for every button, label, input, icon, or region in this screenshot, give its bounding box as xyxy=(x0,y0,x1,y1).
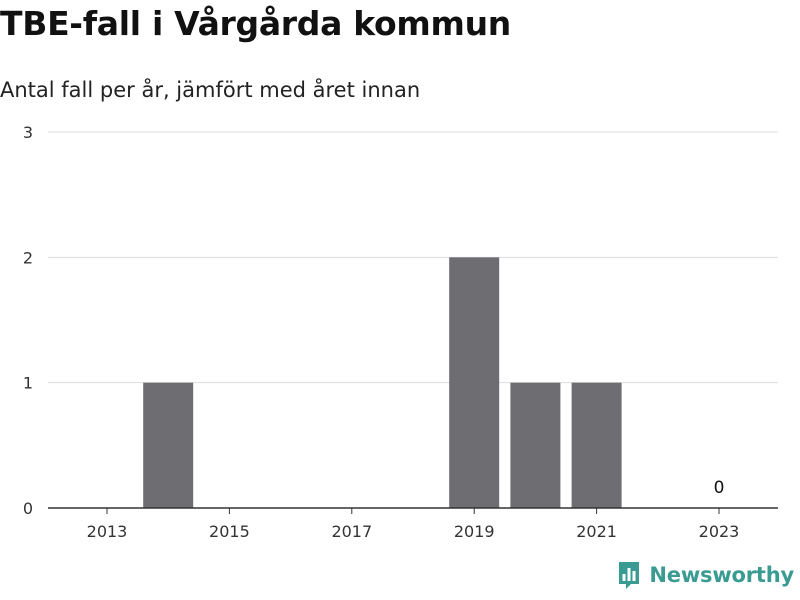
y-tick-label: 2 xyxy=(23,248,33,267)
x-tick-label: 2013 xyxy=(87,522,128,541)
tick-labels: 0 1 2 3 2013 2015 2017 2019 2021 2023 0 xyxy=(23,123,740,541)
y-tick-label: 1 xyxy=(23,374,33,393)
y-tick-label: 3 xyxy=(23,123,33,142)
bar-2019 xyxy=(449,257,500,508)
newsworthy-logo: Newsworthy xyxy=(617,560,794,590)
y-tick-label: 0 xyxy=(23,499,33,518)
bar-2014 xyxy=(143,382,194,508)
bars xyxy=(143,257,622,508)
chart-subtitle: Antal fall per år, jämfört med året inna… xyxy=(0,78,421,102)
data-label-2023: 0 xyxy=(714,478,725,498)
chart-title: TBE-fall i Vårgårda kommun xyxy=(0,4,511,43)
bar-chart-speech-bubble-icon xyxy=(619,562,640,589)
gridlines xyxy=(48,131,778,384)
x-axis xyxy=(48,507,778,514)
x-tick-label: 2021 xyxy=(576,522,617,541)
bar-2021 xyxy=(571,382,622,508)
bar-2020 xyxy=(510,382,561,508)
x-tick-label: 2023 xyxy=(699,522,740,541)
x-tick-label: 2017 xyxy=(331,522,372,541)
x-tick-label: 2015 xyxy=(209,522,250,541)
brand-name: Newsworthy xyxy=(649,563,794,587)
x-tick-label: 2019 xyxy=(454,522,495,541)
